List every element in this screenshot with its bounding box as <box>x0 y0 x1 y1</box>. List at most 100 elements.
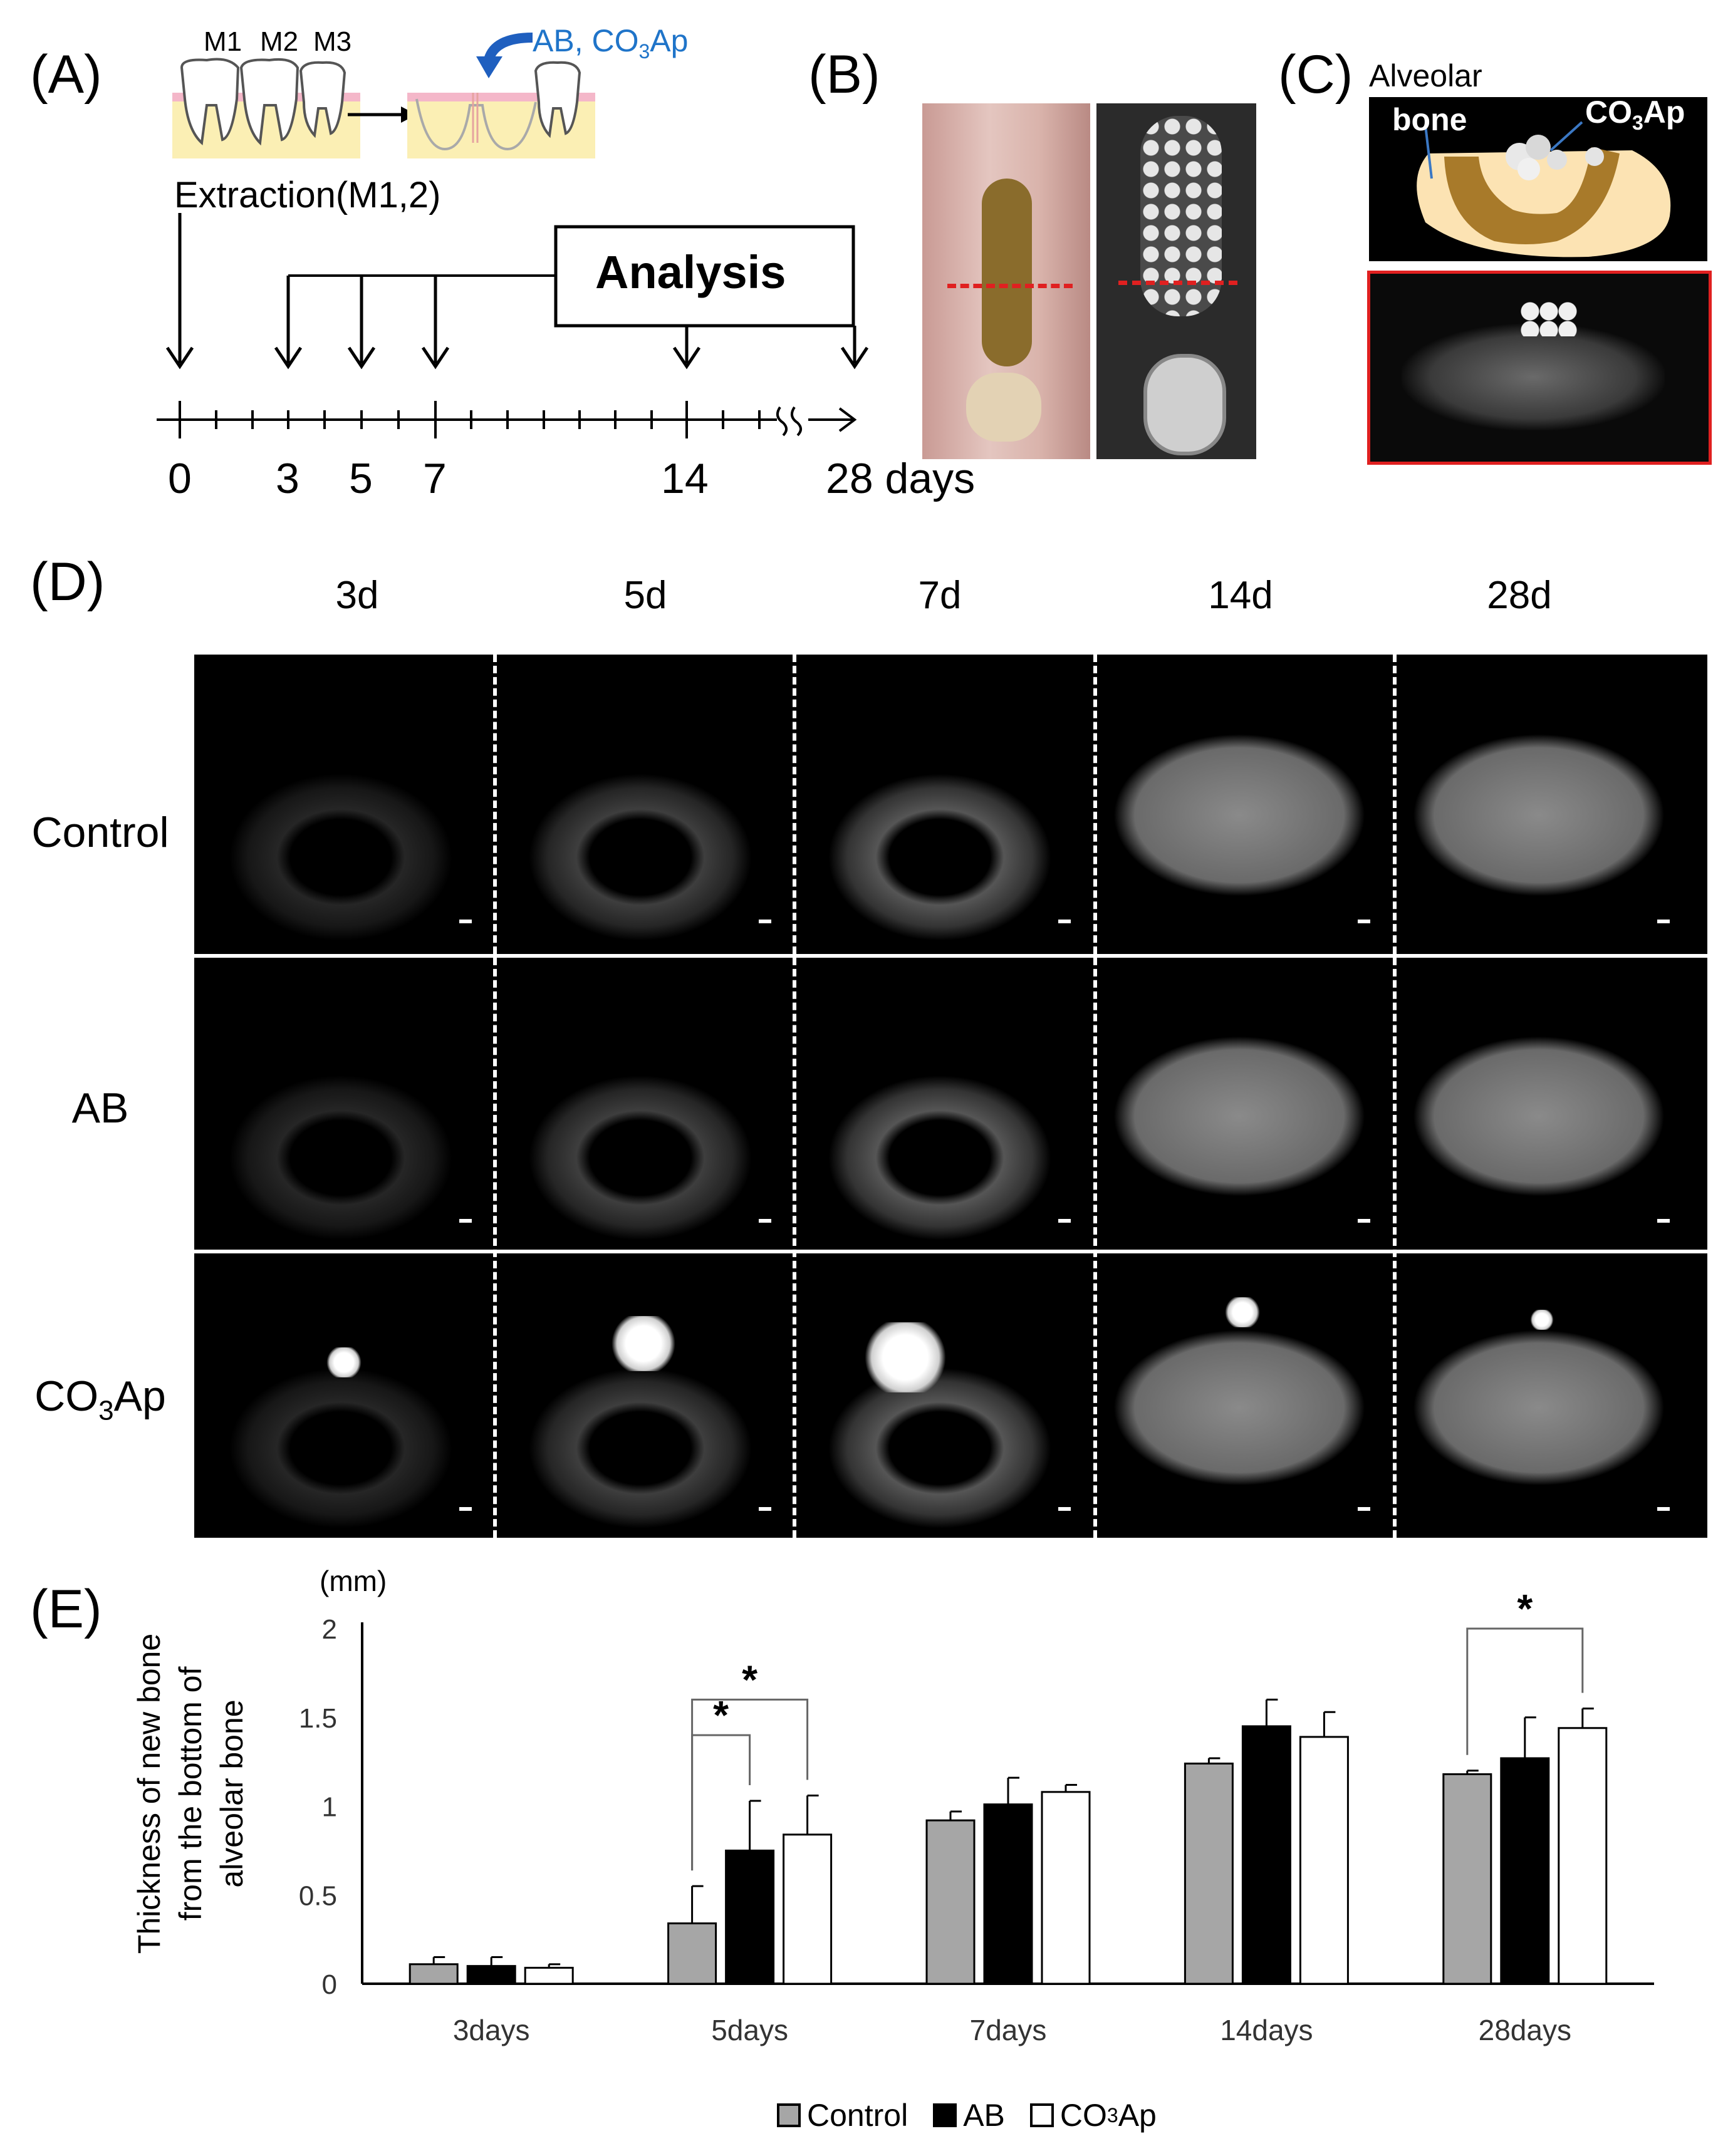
third-molar <box>966 373 1041 442</box>
bar-CO3Ap-7days <box>1041 1791 1091 1985</box>
scale-bar-r1-c0 <box>459 1219 472 1223</box>
scale-bar-r1-c1 <box>759 1219 771 1223</box>
y-tick-label: 0.5 <box>299 1880 337 1911</box>
co3ap-granule-r2-c3 <box>1224 1297 1261 1327</box>
bar-Control-3days <box>409 1963 459 1985</box>
column-label-5d: 5d <box>623 574 667 617</box>
y-tick-label: 1 <box>322 1792 337 1823</box>
analysis-label: Analysis <box>595 246 786 298</box>
row-label-control: Control <box>31 809 169 856</box>
panel-b-microct <box>1096 103 1256 459</box>
panel-b-photo <box>922 103 1090 459</box>
microct-image-r2-c1 <box>500 1260 781 1529</box>
column-label-3d: 3d <box>335 574 379 617</box>
y-axis-title-line: Thickness of new bone <box>132 1634 167 1954</box>
bar-AB-3days <box>466 1965 516 1985</box>
co3ap-granule-r2-c0 <box>325 1347 363 1377</box>
row-label-ab: AB <box>71 1084 129 1132</box>
tooth-label-m3: M3 <box>313 26 352 57</box>
bar-CO3Ap-14days <box>1299 1736 1349 1985</box>
timeline-tick-14: 14 <box>661 455 709 502</box>
bone-label: bone <box>1392 102 1467 137</box>
bar-Control-5days <box>667 1922 717 1985</box>
bone-section <box>1402 324 1665 430</box>
graft-arrow-icon <box>476 33 533 78</box>
bar-Control-7days <box>925 1819 976 1985</box>
microct-image-r1-c4 <box>1398 964 1679 1241</box>
scale-bar-r0-c4 <box>1657 920 1670 923</box>
significance-star: * <box>742 1657 757 1702</box>
microct-image-r1-c1 <box>500 964 781 1241</box>
panel-label-b: (B) <box>808 44 880 105</box>
scale-bar-r1-c4 <box>1657 1219 1670 1223</box>
bar-AB-5days <box>725 1849 775 1985</box>
tooth-label-m1: M1 <box>204 26 242 57</box>
microct-image-r0-c1 <box>500 661 781 941</box>
tooth-extraction-illustration <box>172 58 595 158</box>
scale-bar-r2-c1 <box>759 1507 771 1511</box>
scale-bar-r2-c0 <box>459 1507 472 1511</box>
bar-Control-14days <box>1184 1762 1234 1985</box>
significance-star: * <box>1517 1586 1533 1631</box>
bar-chart: 0 0.5 1 1.5 2 (mm) Thickness of new bone from t… <box>132 1565 1654 2046</box>
y-tick-label: 2 <box>322 1614 337 1645</box>
graft-site <box>982 179 1032 366</box>
scale-bar-r0-c2 <box>1058 920 1071 923</box>
microct-image-r0-c2 <box>799 661 1080 941</box>
panel-c-microct <box>1367 271 1712 465</box>
tooth-label-m2: M2 <box>260 26 299 57</box>
extraction-label: Extraction(M1,2) <box>174 175 441 215</box>
y-unit-label: (mm) <box>320 1565 387 1597</box>
bar-AB-28days <box>1500 1757 1550 1985</box>
graft-label: AB, CO3Ap <box>533 23 689 63</box>
panel-label-e: (E) <box>30 1579 102 1639</box>
column-label-14d: 14d <box>1208 574 1273 617</box>
microct-image-r0-c3 <box>1099 661 1380 941</box>
scale-bar-r0-c3 <box>1358 920 1370 923</box>
section-line <box>1118 281 1237 285</box>
scale-bar-r1-c2 <box>1058 1219 1071 1223</box>
x-tick-label: 3days <box>453 2014 530 2046</box>
timeline-tick-5: 5 <box>349 455 373 502</box>
microct-image-r2-c2 <box>799 1260 1080 1529</box>
bar-AB-7days <box>983 1803 1033 1985</box>
y-tick-label: 0 <box>322 1969 337 2000</box>
microct-image-r1-c2 <box>799 964 1080 1241</box>
microct-image-r2-c0 <box>200 1260 481 1529</box>
bar-CO3Ap-28days <box>1558 1727 1608 1985</box>
microct-image-r2-c4 <box>1398 1260 1679 1529</box>
microct-grid <box>194 655 1707 1538</box>
microct-image-r0-c4 <box>1398 661 1679 941</box>
y-axis-title-line: alveolar bone <box>214 1699 249 1887</box>
legend-item-ab: AB <box>933 2097 1005 2133</box>
section-line <box>947 284 1073 288</box>
legend-item-co3ap: CO 3 Ap <box>1029 2097 1157 2133</box>
significance-bracket <box>691 1698 809 1871</box>
timeline-tick-3: 3 <box>276 455 299 502</box>
timeline-tick-7: 7 <box>423 455 447 502</box>
alveolar-label: Alveolar <box>1369 58 1482 93</box>
bar-Control-28days <box>1442 1773 1492 1985</box>
x-tick-label: 14days <box>1220 2014 1313 2046</box>
bar-CO3Ap-3days <box>524 1966 574 1985</box>
panel-label-a: (A) <box>30 44 102 105</box>
x-tick-label: 7days <box>970 2014 1047 2046</box>
co3ap-granule-r2-c1 <box>609 1316 678 1371</box>
scale-bar-r0-c0 <box>459 920 472 923</box>
bar-CO3Ap-5days <box>783 1833 833 1985</box>
granule-cluster <box>1521 302 1577 336</box>
microct-image-r0-c0 <box>200 661 481 941</box>
scale-bar-r0-c1 <box>759 920 771 923</box>
panel-label-c: (C) <box>1278 44 1353 105</box>
row-label-co3ap: CO3Ap <box>34 1372 166 1426</box>
scale-bar-r2-c2 <box>1058 1507 1071 1511</box>
significance-bracket <box>1466 1627 1584 1755</box>
microct-image-r1-c3 <box>1099 964 1380 1241</box>
co3ap-label: CO3Ap <box>1585 95 1685 134</box>
column-label-7d: 7d <box>918 574 962 617</box>
scale-bar-r1-c3 <box>1358 1219 1370 1223</box>
panel-label-d: (D) <box>30 552 105 612</box>
timeline-tick-0: 0 <box>168 455 192 502</box>
chart-legend: Control AB CO 3 Ap <box>777 2097 1182 2133</box>
scale-bar-r2-c4 <box>1657 1507 1670 1511</box>
